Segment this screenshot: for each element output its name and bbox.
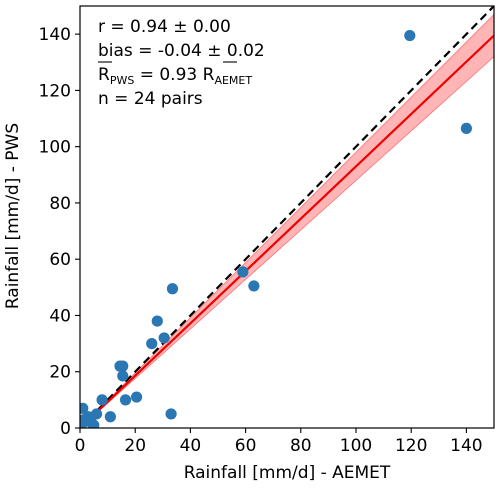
y-tick-label-100: 100: [39, 138, 71, 158]
data-point-6: [90, 408, 103, 420]
data-point-8: [104, 411, 116, 423]
annot-n: n = 24 pairs: [98, 89, 203, 109]
annot-ratio-rhs-sub: AEMET: [214, 74, 252, 87]
data-point-21: [404, 29, 416, 42]
data-point-10: [117, 360, 129, 372]
x-tick-label-60: 60: [235, 436, 257, 456]
data-point-14: [146, 338, 158, 350]
annot-ratio-lhs-sub: PWS: [110, 74, 135, 87]
y-tick-label-140: 140: [39, 25, 71, 45]
y-tick-label-0: 0: [60, 419, 71, 439]
data-point-15: [151, 315, 163, 327]
data-point-18: [166, 283, 179, 295]
fit-confidence-band: [80, 13, 494, 428]
identity-line: [80, 6, 494, 428]
x-tick-label-120: 120: [395, 436, 427, 456]
y-tick-label-40: 40: [49, 306, 71, 326]
data-point-22: [460, 122, 472, 134]
data-point-11: [117, 370, 129, 382]
data-point-1: [80, 402, 89, 414]
annot-ratio-mid: = 0.93: [134, 65, 202, 85]
x-axis-title: Rainfall [mm/d] - AEMET: [184, 463, 391, 483]
y-tick-label-80: 80: [49, 194, 71, 214]
plot-frame: [79, 5, 495, 429]
data-point-12: [119, 394, 132, 406]
data-point-5: [88, 419, 100, 428]
data-point-16: [158, 332, 170, 344]
x-tick-label-20: 20: [124, 436, 146, 456]
data-point-7: [96, 394, 108, 406]
x-tick-label-0: 0: [75, 436, 86, 456]
annotation-box: r = 0.94 ± 0.00 bias = -0.04 ± 0.02 RPWS…: [98, 17, 265, 109]
annot-ratio-rhs: R: [203, 65, 215, 85]
plot-content: [80, 6, 494, 428]
y-axis-title: Rainfall [mm/d] - PWS: [3, 123, 23, 309]
x-tick-label-40: 40: [180, 436, 202, 456]
x-tick-label-80: 80: [290, 436, 312, 456]
annot-r: r = 0.94 ± 0.00: [98, 17, 231, 37]
y-tick-label-60: 60: [49, 250, 71, 270]
data-point-19: [237, 266, 249, 278]
data-point-17: [165, 408, 177, 420]
annot-ratio-lhs: R: [98, 65, 110, 85]
y-tick-label-120: 120: [39, 81, 71, 101]
annot-ratio: RPWS = 0.93 RAEMET: [98, 65, 252, 87]
data-point-13: [130, 391, 143, 403]
data-point-20: [248, 280, 260, 292]
plot-area: 0 20 40 60 80 100 120 140 0 20 40 60 80 100 120 140: [39, 5, 495, 456]
x-tick-label-140: 140: [450, 436, 482, 456]
annot-bias: bias = -0.04 ± 0.02: [98, 41, 265, 61]
x-tick-label-100: 100: [340, 436, 372, 456]
fit-line: [80, 34, 494, 428]
y-tick-label-20: 20: [49, 363, 71, 383]
